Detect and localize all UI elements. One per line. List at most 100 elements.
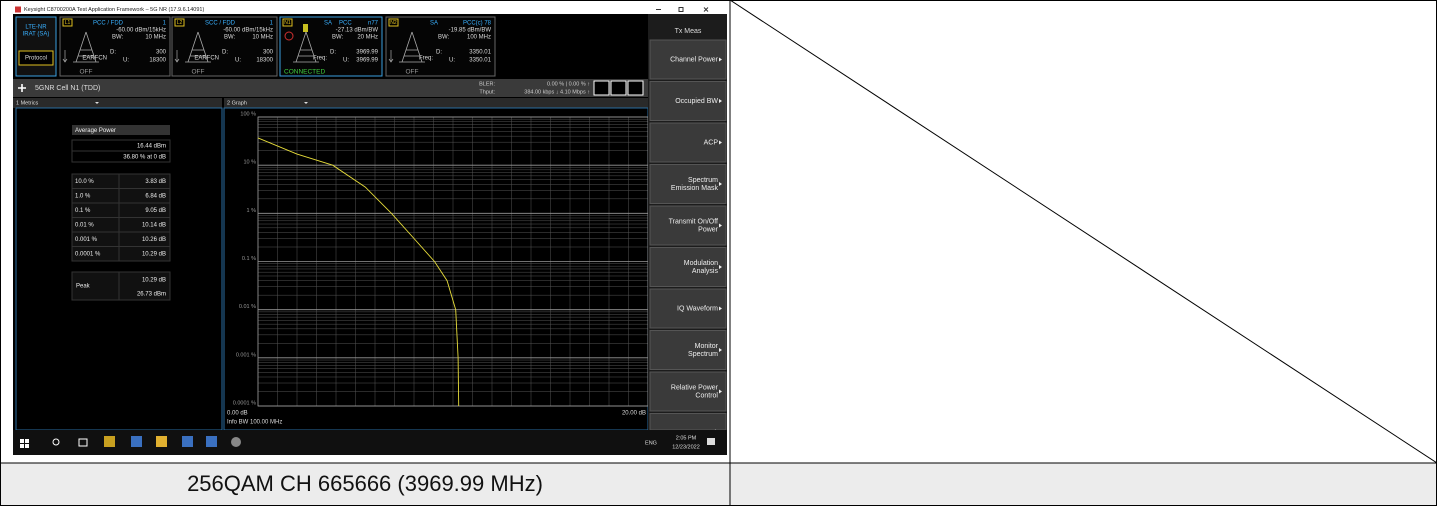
cell-status: OFF — [406, 69, 419, 76]
arrow-down — [62, 50, 68, 63]
view-button[interactable] — [610, 80, 627, 96]
add-icon — [18, 84, 26, 92]
menu-button[interactable] — [649, 371, 727, 412]
y-tick-label: 0.001 % — [236, 352, 256, 358]
u-label: U: — [235, 58, 241, 64]
d-label: D: — [110, 50, 116, 56]
view-button[interactable] — [593, 80, 610, 96]
menu-button[interactable] — [649, 288, 727, 329]
cell-header: PCC / FDD — [93, 21, 124, 27]
bw-label: BW: — [224, 35, 236, 41]
caption-row — [0, 463, 1437, 506]
bw-value: 10 MHz — [252, 35, 273, 41]
taskbar-app[interactable] — [182, 436, 193, 447]
peak-val-cell — [118, 271, 171, 301]
percent-label: 1.0 % — [75, 194, 91, 200]
title-bar — [13, 5, 727, 14]
cell-header: PCC — [339, 21, 352, 27]
menu-button-label: Transmit On/Off — [669, 218, 718, 225]
bw-value: 10 MHz — [145, 35, 166, 41]
val-cell — [118, 246, 171, 262]
menu-button[interactable] — [649, 122, 727, 163]
menu-button[interactable] — [649, 164, 727, 204]
thput-label: Thput: — [479, 89, 495, 95]
menu-arrow — [719, 223, 722, 228]
u-value: 3969.99 — [356, 58, 378, 64]
peak-label: Peak — [76, 284, 91, 290]
menu-button[interactable] — [649, 81, 727, 121]
percent-label: 0.1 % — [75, 208, 91, 214]
thput-value: 384.00 kbps ↓ 4.10 Mbps ↑ — [524, 89, 590, 95]
tab-label: 2 Graph — [227, 100, 247, 106]
d-value: 300 — [263, 50, 274, 56]
taskbar-app[interactable] — [206, 436, 217, 447]
taskbar-app — [231, 437, 241, 447]
cell-box[interactable] — [171, 16, 278, 77]
u-label: U: — [123, 58, 129, 64]
bw-label: BW: — [438, 35, 450, 41]
peak-label-cell — [71, 271, 120, 301]
cell-tag-box — [62, 18, 73, 27]
y-tick-label: 10 % — [243, 160, 256, 166]
avg-cell — [71, 150, 171, 163]
menu-button-label: Spectrum — [688, 351, 718, 358]
menu-arrow — [719, 348, 722, 352]
cell-status: OFF — [80, 69, 93, 76]
cell-box[interactable] — [59, 16, 171, 77]
x-start-label: 0.00 dB — [227, 411, 248, 417]
menu-button-label: Modulation — [684, 260, 718, 267]
protocol-button[interactable] — [18, 50, 54, 66]
menu-button[interactable] — [649, 413, 727, 431]
db-value: 10.29 dB — [142, 252, 166, 258]
tab-label: 1 Metrics — [16, 100, 39, 106]
u-label: U: — [343, 58, 349, 64]
cell-bar — [13, 79, 648, 97]
cell-power: -60.00 dBm/15kHz — [223, 28, 273, 34]
close — [703, 7, 709, 12]
empty-cell-diagonal — [729, 0, 1437, 464]
db-value: 6.84 dB — [145, 194, 166, 200]
cell-box[interactable] — [279, 16, 383, 77]
taskbar-app[interactable] — [104, 436, 115, 447]
menu-button[interactable] — [649, 247, 727, 287]
d-label: D: — [436, 50, 442, 56]
info-bw: Info BW 100.00 MHz — [227, 420, 282, 426]
language: ENG — [645, 440, 657, 446]
cell-box[interactable] — [385, 16, 496, 77]
chan-label: Freq: — [419, 56, 433, 62]
taskbar-app[interactable] — [156, 436, 167, 447]
taskbar-app[interactable] — [131, 436, 142, 447]
menu-button-label: IQ Waveform — [677, 305, 718, 312]
cell-tag: L2 — [177, 20, 183, 26]
graph-tab — [224, 98, 648, 108]
view-button[interactable] — [627, 80, 644, 96]
menu-button-label: Power — [698, 226, 719, 233]
db-value: 10.26 dB — [142, 237, 166, 243]
arrow-down — [174, 50, 180, 63]
cell-header: SA — [430, 21, 438, 27]
menu-button[interactable] — [649, 205, 727, 246]
menu-arrow — [719, 265, 722, 269]
y-tick-label: 1 % — [247, 208, 257, 214]
bw-value: 20 MHz — [357, 35, 378, 41]
menu-button-label: Relative Power — [671, 384, 719, 391]
app-icon — [15, 6, 21, 13]
menu-button-label: Occupied BW — [675, 98, 718, 105]
mode-line: LTE-NR — [25, 25, 47, 31]
arrow-down — [388, 50, 394, 63]
u-label: U: — [449, 58, 455, 64]
notification-icon[interactable] — [707, 438, 715, 445]
search-icon — [52, 438, 60, 446]
y-tick-label: 100 % — [240, 111, 256, 117]
menu-button-label: Control — [695, 392, 718, 399]
avg-header-bg — [72, 125, 170, 135]
menu-button[interactable] — [649, 39, 727, 80]
cell-power: -60.00 dBm/15kHz — [116, 28, 166, 34]
d-value: 3969.99 — [356, 50, 378, 56]
bler-value: 0.00 % | 0.00 % ↑ — [547, 81, 590, 87]
d-value: 3350.01 — [469, 50, 491, 56]
cell-status: CONNECTED — [284, 69, 325, 76]
db-value: 10.14 dB — [142, 223, 166, 229]
peak-value: 26.73 dBm — [137, 292, 166, 298]
menu-button[interactable] — [649, 330, 727, 370]
